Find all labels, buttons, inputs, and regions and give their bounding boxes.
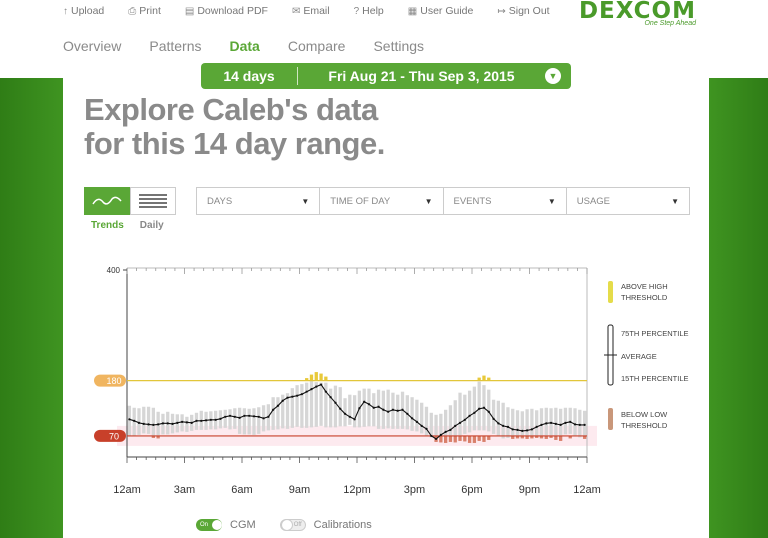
view-toggle-labels: Trends Daily — [91, 220, 164, 231]
wave-icon — [92, 196, 122, 205]
tab-compare[interactable]: Compare — [287, 38, 346, 54]
print-button[interactable]: ⎙ Print — [128, 5, 161, 17]
caret-down-icon: ▼ — [424, 196, 433, 206]
view-toggle — [84, 187, 176, 215]
content-panel — [63, 78, 709, 538]
filter-usage-dropdown[interactable]: USAGE ▼ — [576, 195, 679, 207]
help-button[interactable]: ? Help — [353, 5, 384, 17]
upload-button[interactable]: ↑ Upload — [63, 5, 105, 17]
toggle-knob — [280, 519, 293, 531]
main-nav: Overview Patterns Data Compare Settings — [63, 38, 452, 54]
lines-icon — [139, 194, 167, 208]
filter-time-of-day-dropdown[interactable]: TIME OF DAY ▼ — [320, 188, 444, 214]
trends-button[interactable] — [84, 187, 130, 215]
below-low-swatch — [608, 408, 613, 430]
calibrations-label: Calibrations — [313, 519, 372, 531]
utility-toolbar: ↑ Upload ⎙ Print ▤ Download PDF ✉ Email ? Hel… — [63, 5, 574, 17]
sign-out-button[interactable]: ↦ Sign Out — [497, 5, 550, 17]
print-icon: ⎙ — [128, 5, 137, 17]
range-divider — [297, 67, 298, 85]
cgm-label: CGM — [230, 519, 256, 531]
dexcom-logo[interactable]: DEXCOM One Step Ahead — [578, 0, 696, 27]
filter-bar: DAYS ▼ TIME OF DAY ▼ EVENTS ▼ USAGE ▼ — [196, 187, 690, 215]
caret-down-icon: ▼ — [671, 196, 679, 206]
filter-events-dropdown[interactable]: EVENTS ▼ — [444, 188, 567, 214]
envelope-icon: ✉ — [291, 5, 301, 17]
caret-down-icon: ▼ — [301, 196, 310, 206]
above-high-swatch — [608, 281, 613, 303]
tab-settings[interactable]: Settings — [373, 38, 425, 54]
daily-button[interactable] — [130, 187, 176, 215]
background-left — [0, 78, 63, 538]
email-button[interactable]: ✉ Email — [291, 5, 330, 17]
page-title: Explore Caleb's data for this 14 day ran… — [84, 92, 385, 161]
toggle-knob — [212, 520, 222, 530]
cgm-toggle[interactable]: On — [196, 519, 222, 531]
tab-data[interactable]: Data — [229, 38, 260, 54]
background-right — [709, 78, 768, 538]
book-icon: ▦ — [407, 5, 418, 17]
date-range-selector[interactable]: 14 days Fri Aug 21 - Thu Sep 3, 2015 ▼ — [201, 63, 571, 89]
question-icon: ? — [353, 5, 360, 17]
daily-label[interactable]: Daily — [139, 220, 164, 231]
tab-patterns[interactable]: Patterns — [149, 38, 202, 54]
caret-down-icon: ▼ — [547, 196, 556, 206]
filter-days-dropdown[interactable]: DAYS ▼ — [197, 188, 321, 214]
trends-label[interactable]: Trends — [91, 220, 124, 231]
document-icon: ▤ — [184, 5, 195, 17]
user-guide-button[interactable]: ▦ User Guide — [407, 5, 474, 17]
percentile-swatch — [604, 324, 617, 386]
sign-out-icon: ↦ — [497, 5, 506, 17]
data-switches: On CGM Off Calibrations — [196, 519, 372, 531]
chevron-down-icon[interactable]: ▼ — [545, 68, 561, 84]
download-pdf-button[interactable]: ▤ Download PDF — [184, 5, 268, 17]
upload-icon: ↑ — [63, 5, 68, 17]
range-dates: Fri Aug 21 - Thu Sep 3, 2015 — [328, 68, 515, 84]
tab-overview[interactable]: Overview — [63, 38, 122, 54]
calibrations-toggle[interactable]: Off — [279, 519, 306, 531]
range-days: 14 days — [223, 68, 275, 84]
